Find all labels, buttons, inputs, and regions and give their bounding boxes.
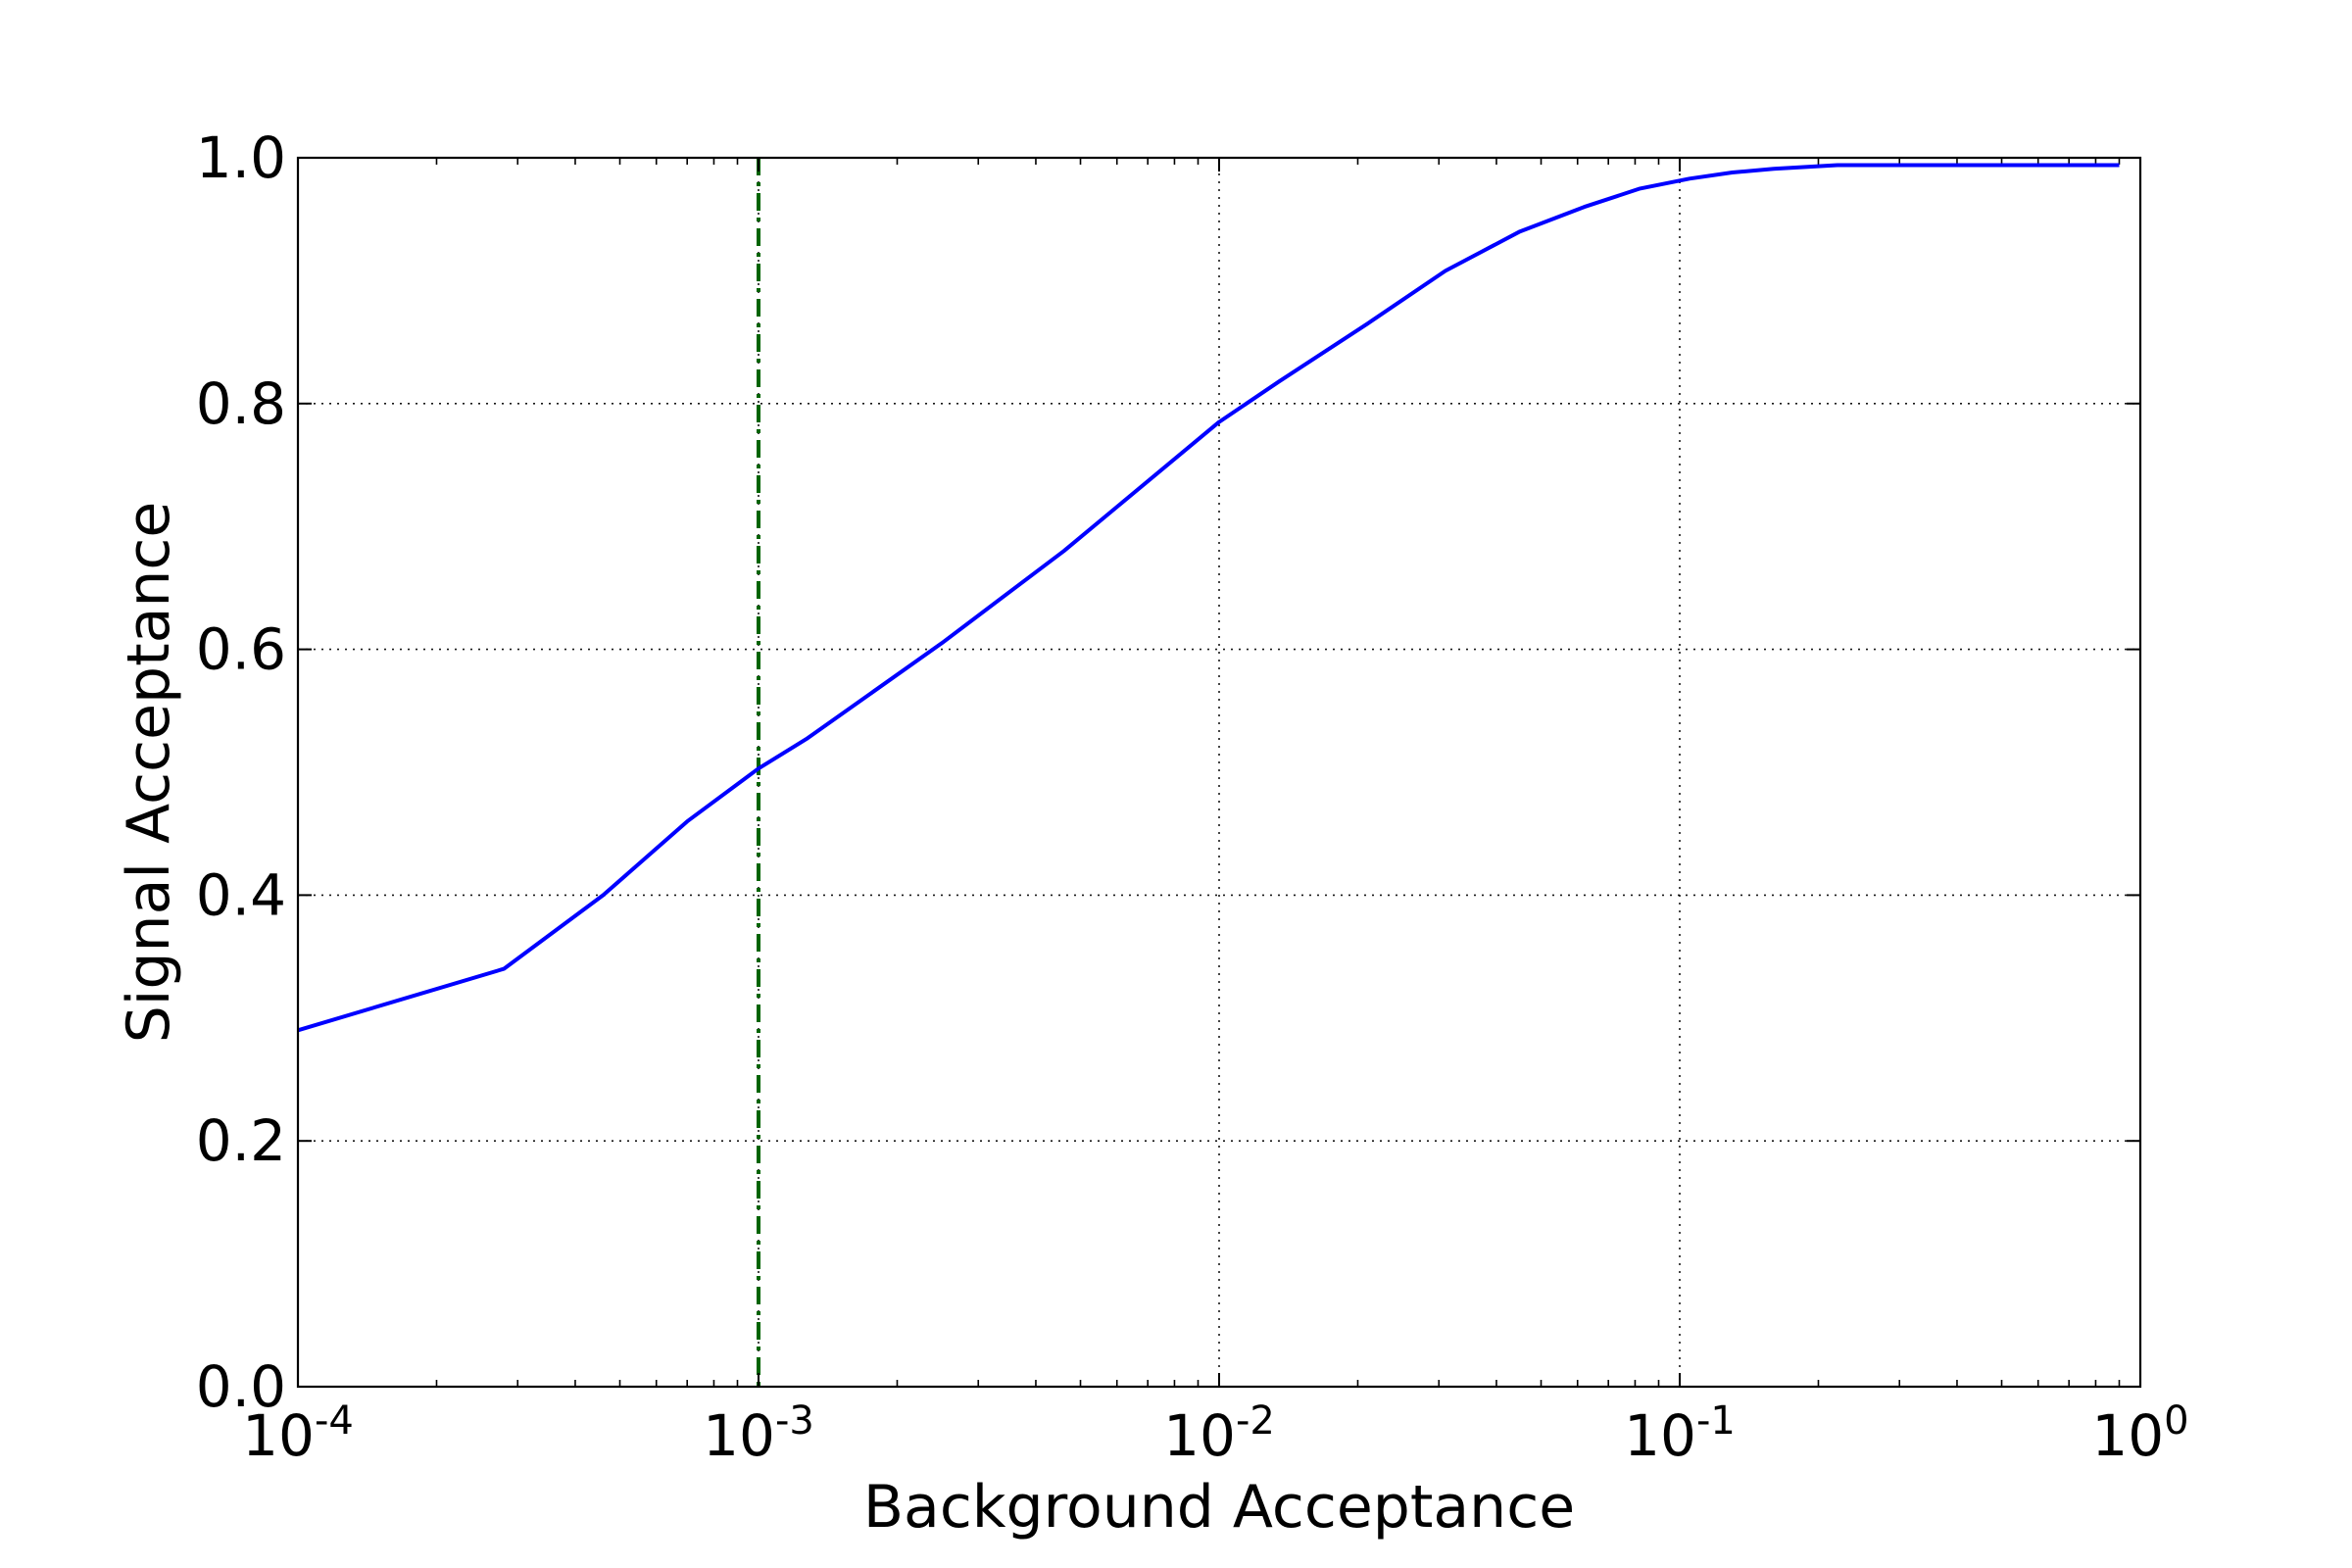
y-tick-label: 0.6 [196, 616, 286, 683]
y-tick-label: 0.8 [196, 370, 286, 437]
y-tick-label: 1.0 [196, 124, 286, 191]
x-tick-label: 10-1 [1624, 1398, 1736, 1469]
y-tick-label: 0.2 [196, 1107, 286, 1174]
x-tick-label: 100 [2091, 1398, 2188, 1469]
x-axis-title: Background Acceptance [863, 1473, 1575, 1542]
tick-layer: 0.0 0.2 0.4 0.6 0.8 1.0 10-4 10-3 10-2 10-1 100 [196, 124, 2189, 1469]
x-tick-label: 10-4 [242, 1398, 354, 1469]
y-tick-label: 0.0 [196, 1353, 286, 1420]
x-tick-label: 10-3 [703, 1398, 814, 1469]
x-tick-label: 10-2 [1163, 1398, 1275, 1469]
roc-curve-line [297, 163, 2120, 1033]
y-tick-label: 0.4 [196, 861, 286, 928]
y-axis-title: Signal Acceptance [115, 502, 183, 1044]
series-layer [297, 163, 2120, 1033]
